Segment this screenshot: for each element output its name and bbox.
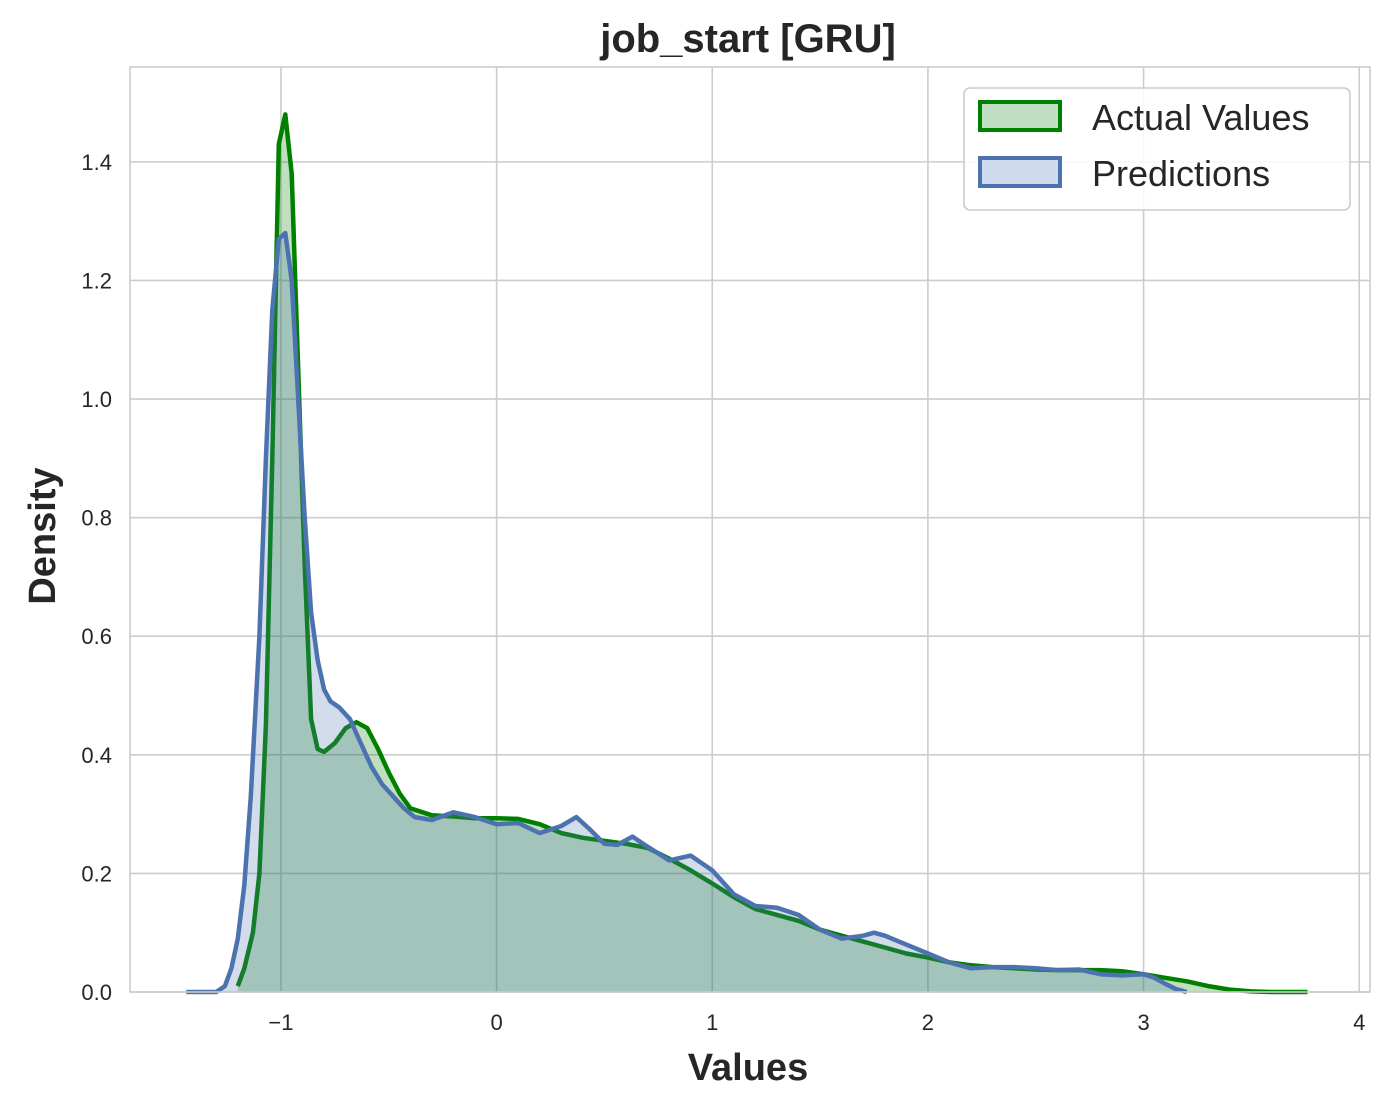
y-tick-label: 1.2 (81, 268, 112, 293)
series-layer (186, 112, 1308, 995)
y-tick-label: 0.0 (81, 980, 112, 1005)
density-line-predictions (186, 230, 1188, 995)
y-tick-label: 0.2 (81, 861, 112, 886)
x-tick-label: 3 (1137, 1010, 1149, 1035)
legend-label-actual-values: Actual Values (1092, 97, 1309, 138)
y-axis-ticks: 0.0 0.2 0.4 0.6 0.8 1.0 1.2 1.4 (81, 150, 112, 1005)
y-tick-label: 1.4 (81, 150, 112, 175)
density-area-actual-values (237, 114, 1308, 992)
legend-label-predictions: Predictions (1092, 153, 1270, 194)
chart-title: job_start [GRU] (599, 17, 896, 61)
density-area-predictions (186, 233, 1187, 992)
y-tick-label: 0.4 (81, 743, 112, 768)
x-tick-label: 1 (706, 1010, 718, 1035)
plot-frame (129, 66, 1371, 993)
x-tick-label: 0 (490, 1010, 502, 1035)
y-axis-label: Density (22, 467, 64, 604)
x-axis-ticks: −1 0 1 2 3 4 (268, 1010, 1365, 1035)
y-tick-label: 0.6 (81, 624, 112, 649)
legend-swatch-predictions (978, 156, 1062, 188)
y-tick-label: 1.0 (81, 387, 112, 412)
y-tick-label: 0.8 (81, 506, 112, 531)
legend-swatch-actual-values (978, 100, 1062, 132)
x-axis-label: Values (688, 1047, 808, 1089)
legend: Actual Values Predictions (963, 87, 1351, 211)
x-tick-label: 4 (1353, 1010, 1365, 1035)
x-tick-label: −1 (268, 1010, 293, 1035)
x-tick-label: 2 (922, 1010, 934, 1035)
